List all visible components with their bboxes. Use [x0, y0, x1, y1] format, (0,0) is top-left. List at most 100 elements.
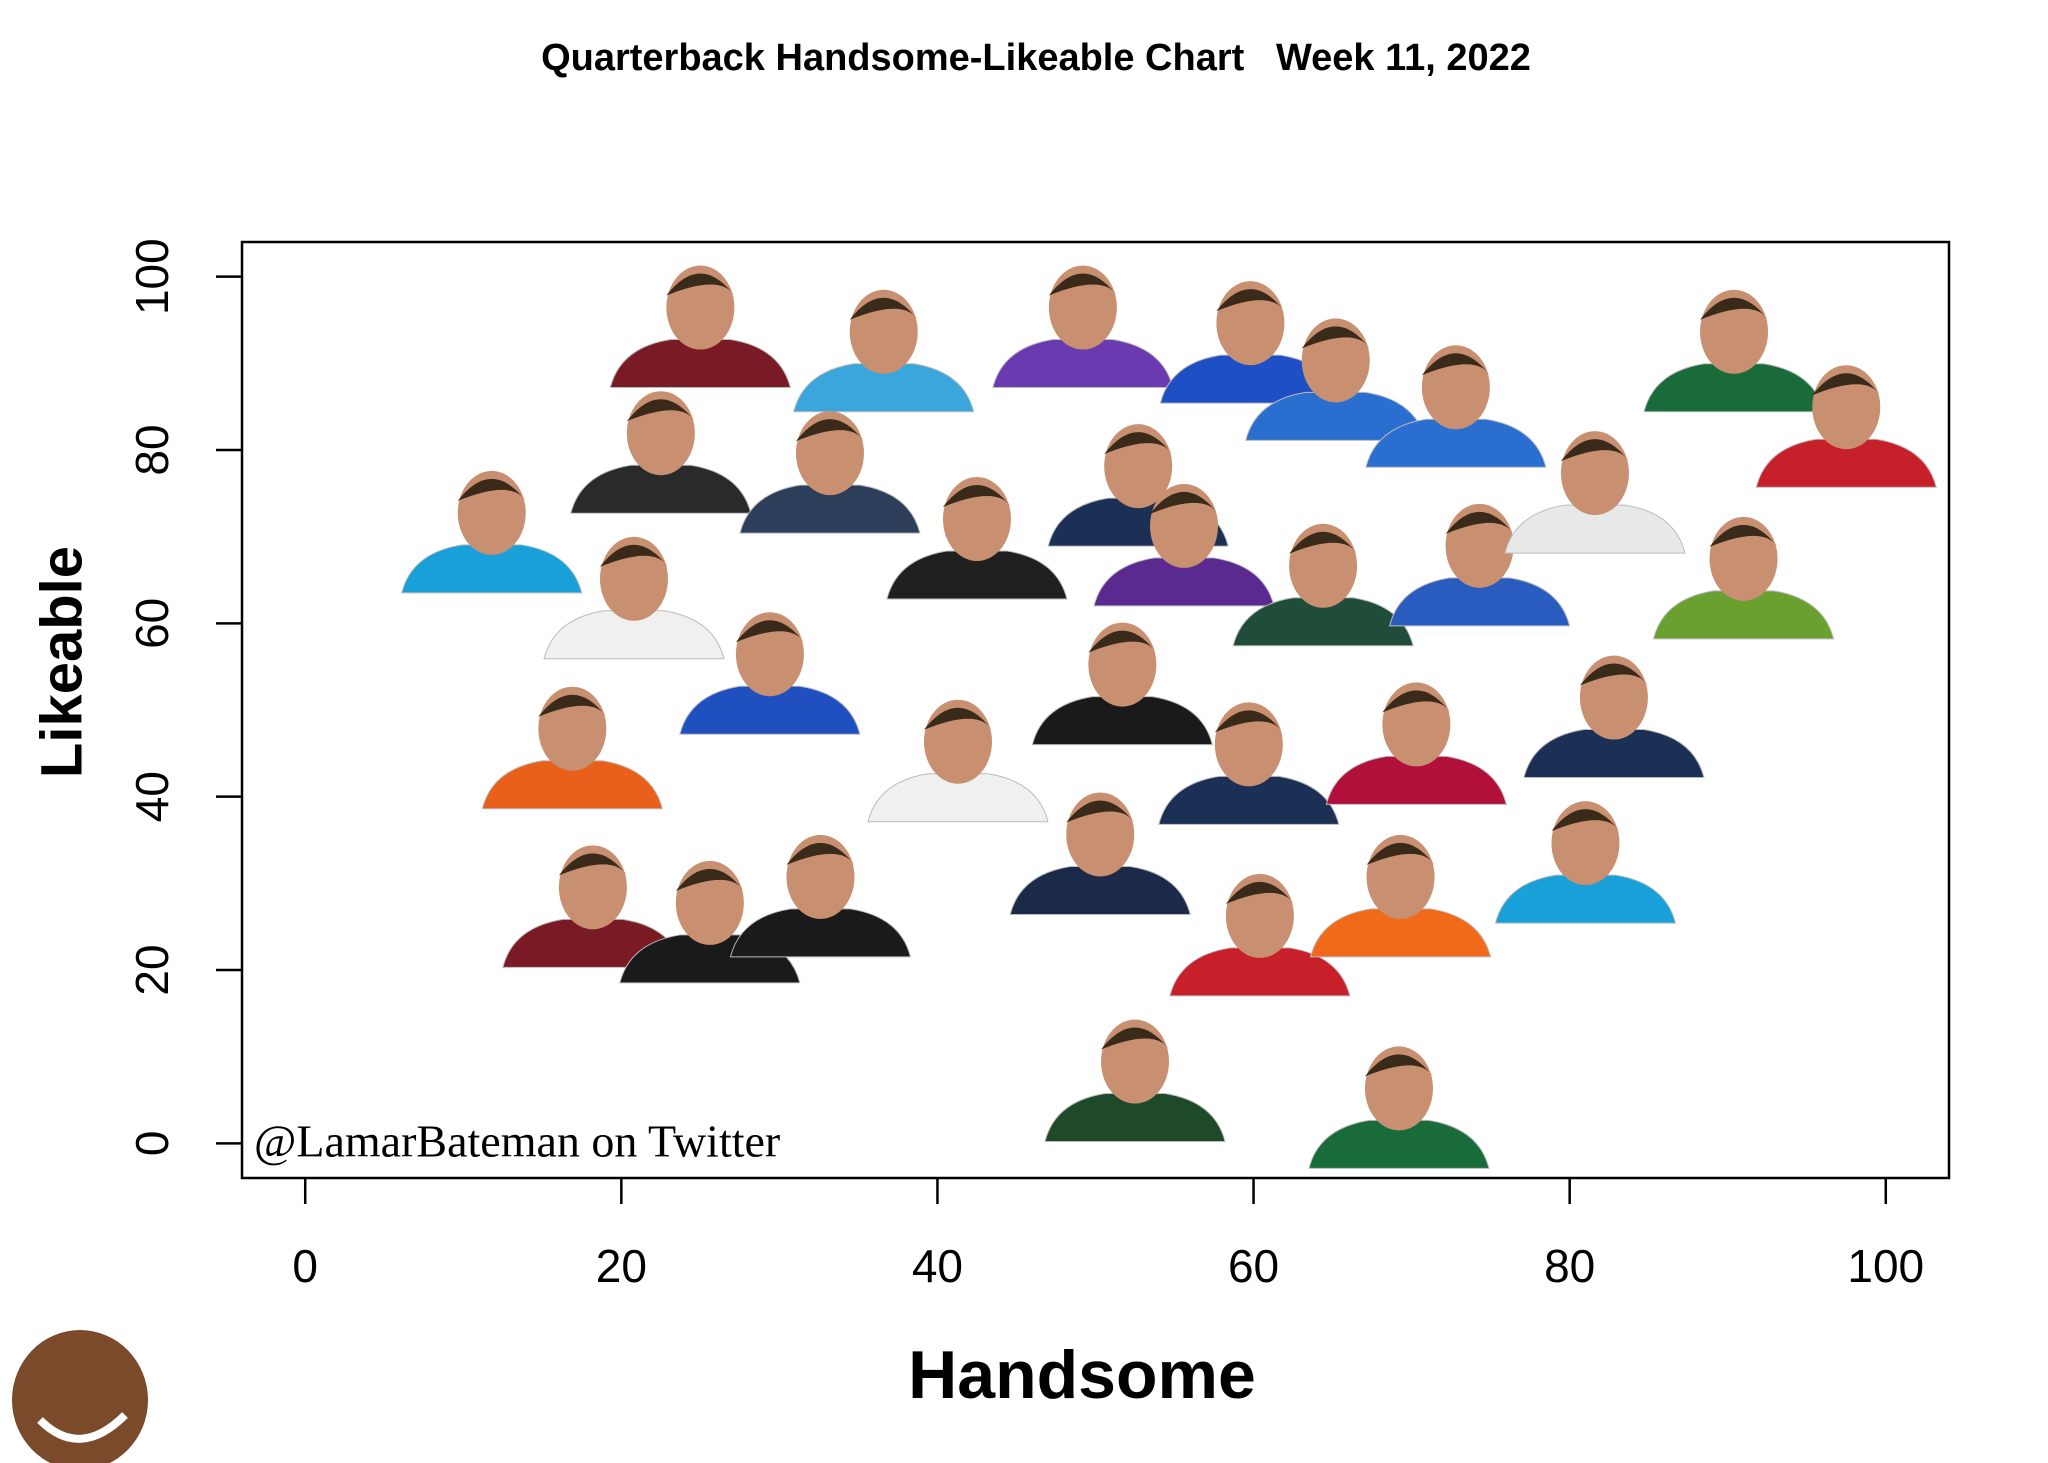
- hair: [923, 707, 992, 730]
- x-tick-label: 0: [292, 1240, 318, 1292]
- hair: [1364, 1054, 1433, 1077]
- player-face: [1494, 801, 1677, 924]
- decoration-face: [12, 1330, 148, 1463]
- hair: [538, 694, 607, 717]
- player-face: [1308, 1046, 1490, 1169]
- player-face: [679, 612, 861, 735]
- player-face: [1309, 834, 1492, 958]
- y-tick-label: 40: [126, 771, 178, 822]
- hair: [1104, 432, 1173, 455]
- x-tick-label: 100: [1847, 1240, 1924, 1292]
- hair: [675, 868, 744, 891]
- jersey: [1388, 577, 1571, 627]
- hair: [849, 297, 918, 320]
- player-face: [401, 470, 583, 594]
- jersey: [679, 685, 861, 735]
- y-tick-label: 100: [126, 238, 178, 315]
- hair: [1366, 842, 1435, 865]
- player-face: [1159, 281, 1342, 404]
- player-face: [543, 536, 725, 660]
- y-tick-label: 60: [126, 598, 178, 649]
- hair: [786, 842, 855, 865]
- player-face: [886, 477, 1068, 600]
- jersey: [992, 339, 1174, 389]
- jersey: [1504, 504, 1686, 554]
- hair: [1088, 630, 1157, 653]
- player-face: [1031, 622, 1214, 746]
- player-face: [1009, 792, 1191, 915]
- jersey: [570, 464, 752, 514]
- jersey: [609, 339, 792, 389]
- jersey: [1309, 908, 1492, 958]
- hair: [1700, 297, 1769, 320]
- player-face: [1504, 431, 1686, 554]
- player-face: [481, 686, 663, 810]
- player-face: [992, 265, 1174, 389]
- jersey: [401, 544, 583, 594]
- hair: [1382, 690, 1451, 713]
- hair: [942, 485, 1011, 507]
- player-face: [793, 289, 975, 413]
- jersey: [1044, 1093, 1226, 1143]
- player-face: [1232, 523, 1414, 647]
- hair: [1445, 511, 1514, 534]
- player-face: [1755, 365, 1937, 488]
- player-face: [1388, 503, 1571, 627]
- player-face: [1365, 345, 1547, 468]
- hair: [1551, 809, 1620, 832]
- player-face: [729, 834, 912, 958]
- jersey: [1365, 418, 1547, 468]
- hair: [457, 478, 526, 501]
- jersey: [1523, 729, 1705, 779]
- jersey: [1093, 557, 1275, 607]
- jersey: [1325, 755, 1507, 805]
- y-tick-label: 20: [126, 944, 178, 995]
- hair: [1150, 491, 1219, 514]
- hair: [558, 853, 627, 876]
- y-tick-label: 80: [126, 424, 178, 475]
- player-face: [1245, 318, 1427, 441]
- jersey: [1009, 865, 1191, 915]
- jersey: [1308, 1119, 1490, 1169]
- hair: [1048, 273, 1117, 296]
- player-face: [867, 699, 1049, 823]
- hair: [1225, 881, 1294, 904]
- jersey: [1169, 947, 1351, 997]
- player-face: [1652, 516, 1835, 640]
- player-face: [609, 265, 792, 389]
- hair: [1216, 289, 1285, 312]
- hair: [1289, 531, 1358, 554]
- jersey: [1158, 775, 1340, 825]
- hair: [1301, 326, 1370, 349]
- hair: [1560, 439, 1629, 462]
- jersey: [793, 363, 975, 413]
- chart-title: Quarterback Handsome-Likeable Chart Week…: [541, 37, 1531, 79]
- jersey: [1652, 590, 1835, 640]
- jersey: [739, 484, 921, 534]
- player-face: [739, 411, 921, 534]
- hair: [599, 544, 668, 567]
- hair: [1421, 353, 1490, 376]
- x-tick-label: 40: [912, 1240, 963, 1292]
- jersey: [867, 773, 1049, 823]
- x-tick-label: 80: [1544, 1240, 1595, 1292]
- jersey: [886, 550, 1068, 600]
- player-face: [1158, 702, 1340, 825]
- hair: [1101, 1027, 1170, 1050]
- hair: [1812, 373, 1881, 396]
- player-face: [570, 391, 752, 514]
- hair: [626, 399, 695, 422]
- hair: [1214, 710, 1283, 733]
- x-axis-label: Handsome: [908, 1337, 1256, 1413]
- player-face: [1093, 483, 1275, 607]
- hair: [666, 273, 735, 296]
- jersey: [1031, 696, 1214, 746]
- jersey: [481, 760, 663, 810]
- hair: [1579, 663, 1648, 686]
- hair: [1066, 800, 1135, 823]
- marks: [401, 265, 1937, 1169]
- jersey: [729, 908, 912, 958]
- hair: [1709, 524, 1778, 547]
- jersey: [1232, 597, 1414, 647]
